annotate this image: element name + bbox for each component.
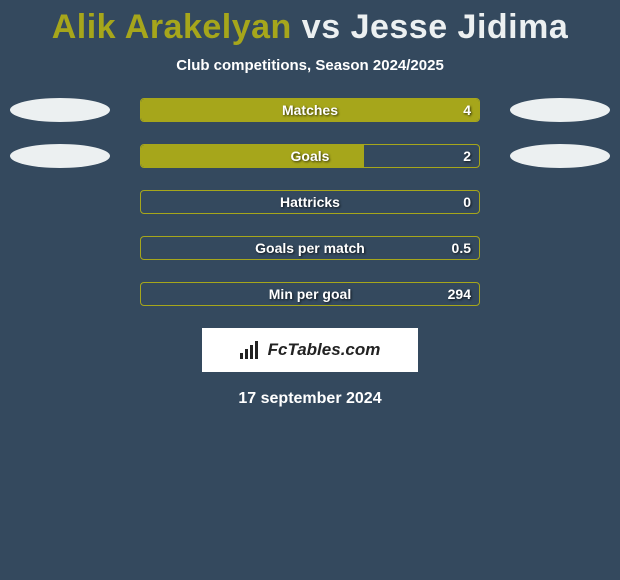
- stat-row: Goals per match0.5: [0, 236, 620, 260]
- stat-bar: Min per goal294: [140, 282, 480, 306]
- stat-label: Goals per match: [141, 237, 479, 259]
- stat-value: 0: [463, 191, 471, 213]
- date-text: 17 september 2024: [0, 390, 620, 408]
- stat-row: Goals2: [0, 144, 620, 168]
- subtitle: Club competitions, Season 2024/2025: [0, 57, 620, 74]
- stats-container: Matches4Goals2Hattricks0Goals per match0…: [0, 98, 620, 306]
- logo-text: FcTables.com: [268, 340, 381, 360]
- stat-label: Hattricks: [141, 191, 479, 213]
- stat-row: Min per goal294: [0, 282, 620, 306]
- stat-row: Matches4: [0, 98, 620, 122]
- stat-value: 294: [448, 283, 471, 305]
- stat-bar: Matches4: [140, 98, 480, 122]
- stat-value: 0.5: [452, 237, 471, 259]
- ellipse-right: [510, 144, 610, 168]
- ellipse-right: [510, 98, 610, 122]
- logo-box: FcTables.com: [202, 328, 418, 372]
- barchart-icon: [240, 341, 262, 359]
- player1-name: Alik Arakelyan: [52, 8, 292, 46]
- player2-name: Jesse Jidima: [351, 8, 569, 46]
- vs-text: vs: [302, 8, 341, 46]
- stat-bar-fill: [141, 99, 479, 121]
- stat-label: Min per goal: [141, 283, 479, 305]
- page-title: Alik Arakelyan vs Jesse Jidima: [0, 0, 620, 47]
- stat-bar: Goals per match0.5: [140, 236, 480, 260]
- stat-row: Hattricks0: [0, 190, 620, 214]
- stat-bar: Hattricks0: [140, 190, 480, 214]
- ellipse-left: [10, 98, 110, 122]
- stat-bar: Goals2: [140, 144, 480, 168]
- ellipse-left: [10, 144, 110, 168]
- stat-bar-fill: [141, 145, 364, 167]
- stat-value: 2: [463, 145, 471, 167]
